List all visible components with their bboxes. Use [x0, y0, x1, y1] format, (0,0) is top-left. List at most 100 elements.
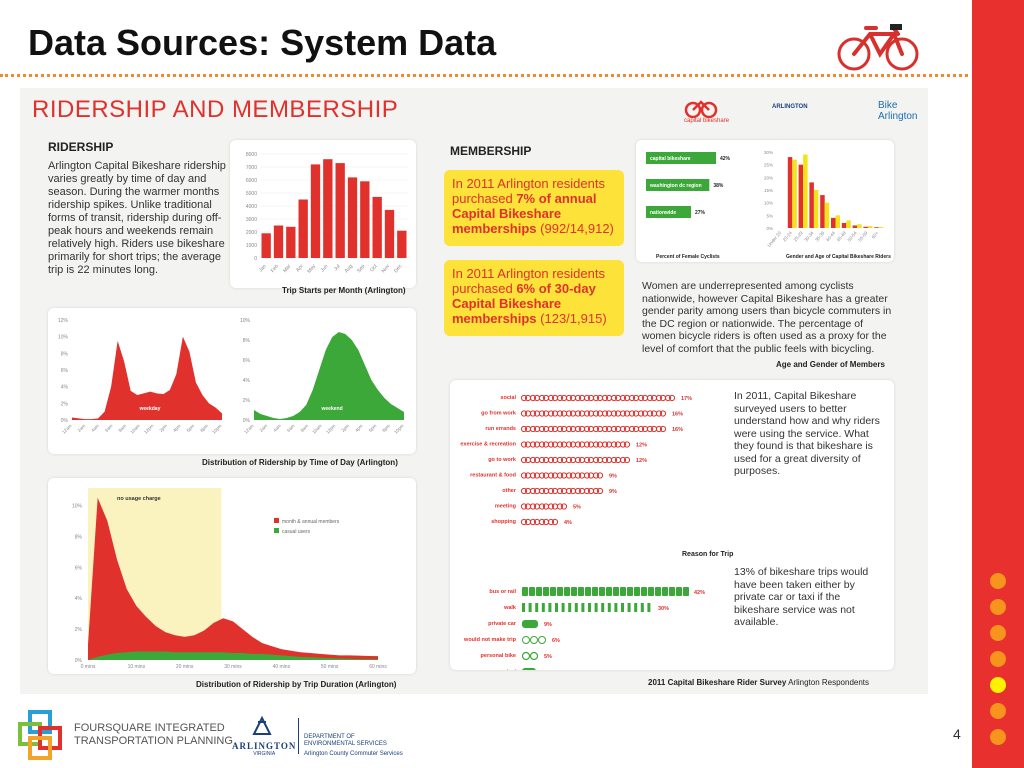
x-tick-label: 0 mins	[81, 664, 96, 670]
x-tick-label: 12am	[61, 423, 73, 435]
mode-value-label: 9%	[544, 622, 552, 628]
bike-icon	[619, 410, 627, 417]
gender-charts: capital bikeshare 42% washington dc region…	[646, 150, 891, 260]
bike-icon	[538, 518, 546, 526]
bar	[646, 152, 716, 164]
x-tick-label: Jan	[258, 263, 268, 273]
survey-footer-normal: Arlington Respondents	[786, 678, 870, 687]
walk-icon	[555, 603, 558, 612]
bike-icon	[556, 425, 564, 433]
x-tick-label: 60+	[871, 230, 880, 239]
foursquare-text-1: FOURSQUARE INTEGRATED	[74, 722, 225, 734]
x-tick-label: 50-54	[847, 230, 859, 242]
x-tick-label: 20-24	[782, 230, 794, 242]
x-tick-label: 12pm	[325, 423, 337, 435]
dept-text: DEPARTMENT OF ENVIRONMENTAL SERVICES Arl…	[304, 734, 403, 758]
bike-icon	[628, 425, 636, 433]
y-tick-label: 6%	[243, 358, 251, 364]
reason-value-label: 9%	[609, 474, 617, 480]
mode-value-label: 5%	[544, 654, 552, 660]
walk-icon	[621, 603, 624, 612]
bike-icon	[655, 410, 663, 417]
bus-icon	[669, 587, 675, 596]
bike-icon	[583, 410, 591, 417]
bike-icon	[538, 425, 546, 433]
y-tick-label: 6%	[61, 368, 69, 374]
nav-dot	[990, 573, 1006, 589]
reason-category-label: go to work	[488, 457, 517, 463]
nav-dot	[990, 651, 1006, 667]
bike-icon	[560, 503, 568, 510]
callout1-text-b: 7% of annual Capital Bikeshare membershi…	[452, 191, 597, 236]
bike-icon	[610, 456, 618, 464]
bike-icon	[547, 441, 555, 448]
callout2-text-c: (123/1,915)	[536, 311, 607, 326]
bike-icon	[556, 472, 564, 479]
dotted-divider	[0, 74, 968, 77]
bus-icon	[641, 587, 647, 596]
bike-icon	[520, 487, 528, 495]
reason-value-label: 5%	[573, 505, 581, 511]
chart-caption: Gender and Age of Capital Bikeshare Ride…	[786, 254, 891, 260]
bar-category-label: capital bikeshare	[650, 156, 691, 162]
bar	[335, 163, 345, 258]
annual-membership-callout: In 2011 Arlington residents purchased 7%…	[444, 170, 624, 246]
legend-label: casual users	[282, 529, 311, 535]
x-tick-label: Jul	[333, 263, 342, 272]
y-tick-label: 2%	[75, 627, 83, 633]
y-tick-label: 12%	[58, 318, 69, 324]
navigation-dots	[990, 573, 1006, 755]
bike-icon	[574, 394, 582, 402]
walk-icon	[581, 603, 585, 612]
y-tick-label: 0%	[243, 418, 251, 424]
bike-icon	[556, 503, 564, 510]
bar-value-label: 38%	[713, 183, 724, 189]
y-tick-label: 0%	[61, 418, 69, 424]
x-tick-label: Apr	[295, 263, 305, 273]
arlington-small-text: ARLINGTON	[772, 104, 808, 110]
bike-icon	[538, 472, 546, 479]
mode-category-label: bus or rail	[489, 589, 516, 595]
walk-icon	[627, 603, 631, 612]
y-tick-label: 30%	[764, 150, 773, 155]
bus-icon	[543, 587, 549, 596]
x-tick-label: 10 mins	[128, 664, 146, 670]
bike-icon	[619, 425, 627, 433]
car-icon	[522, 620, 538, 628]
bus-icon	[536, 587, 542, 596]
y-tick-label: 5000	[246, 191, 257, 197]
walk-icon	[601, 603, 605, 612]
bike-icon	[529, 456, 537, 464]
reason-category-label: restaurant & food	[470, 473, 516, 479]
bike-icon	[529, 410, 537, 417]
bike-icon	[601, 425, 609, 433]
annotation-label: no usage charge	[117, 496, 161, 502]
bike-icon	[628, 394, 636, 402]
bike-icon	[529, 472, 537, 479]
bike-icon	[538, 456, 546, 464]
x-tick-label: 2pm	[158, 423, 168, 433]
dept-text-1: DEPARTMENT OF	[304, 734, 355, 740]
no-trip-icon	[522, 636, 530, 644]
bike-icon	[583, 472, 591, 479]
bike-icon	[619, 441, 627, 448]
bus-icon	[550, 587, 556, 596]
bike-icon	[547, 394, 555, 402]
x-tick-label: May	[306, 263, 317, 274]
bike-icon	[565, 487, 573, 495]
bike-icon	[547, 518, 555, 526]
bus-icon	[522, 587, 528, 596]
ridership-text: Arlington Capital Bikeshare ridership va…	[48, 160, 226, 276]
mode-category-label: taxi	[507, 669, 517, 670]
bike-icon	[623, 456, 631, 464]
page-number: 4	[953, 726, 961, 742]
bike-icon	[556, 441, 564, 448]
bike-icon	[601, 394, 609, 402]
bike-icon	[646, 410, 654, 417]
bar	[372, 196, 382, 258]
reason-category-label: other	[502, 488, 517, 494]
walk-icon	[594, 603, 598, 612]
bike-icon	[547, 472, 555, 479]
bike-icon	[556, 456, 564, 464]
